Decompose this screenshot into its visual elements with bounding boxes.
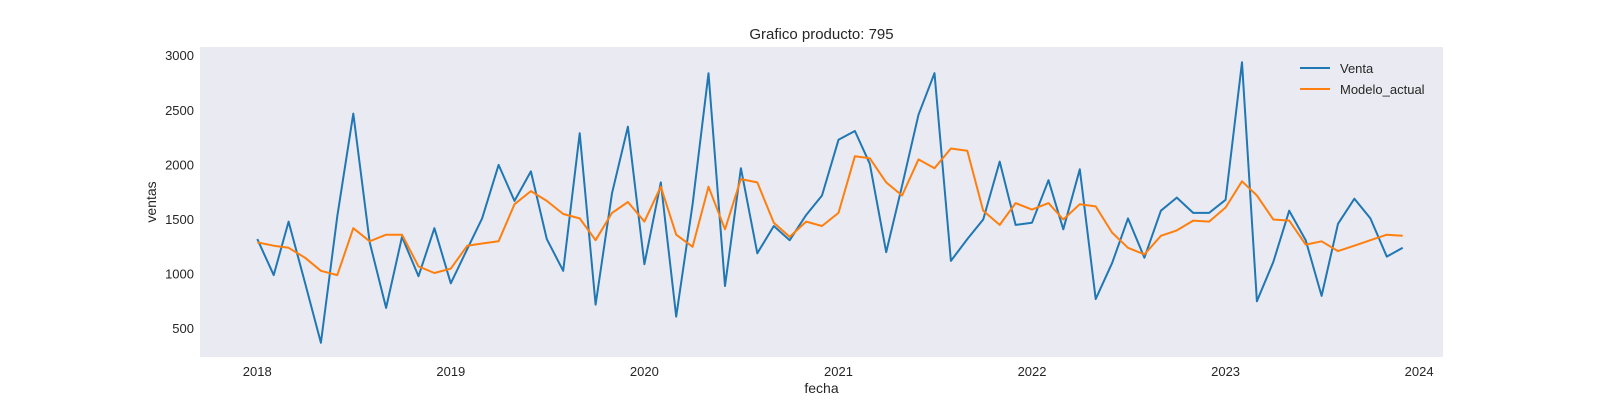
x-tick-label: 2022 (1018, 364, 1047, 379)
legend-label: Venta (1340, 61, 1374, 76)
y-tick-label: 1000 (165, 267, 194, 282)
x-tick-label: 2023 (1211, 364, 1240, 379)
series-group (256, 61, 1404, 344)
y-tick-label: 1500 (165, 212, 194, 227)
series-line-venta (256, 61, 1404, 344)
x-tick-label: 2018 (243, 364, 272, 379)
y-tick-label: 3000 (165, 48, 194, 63)
y-axis-label: ventas (143, 181, 159, 222)
x-tick-label: 2021 (824, 364, 853, 379)
plot-area (200, 47, 1443, 357)
x-tick-label: 2019 (436, 364, 465, 379)
y-tick-label: 2000 (165, 157, 194, 172)
y-tick-label: 500 (172, 321, 194, 336)
legend: Venta Modelo_actual (1300, 61, 1425, 97)
x-tick-label: 2024 (1405, 364, 1434, 379)
chart-title: Grafico producto: 795 (749, 26, 893, 43)
x-axis: 2018 2019 2020 2021 2022 2023 2024 (243, 364, 1434, 379)
series-line-modelo-actual (257, 147, 1403, 277)
legend-label: Modelo_actual (1340, 82, 1425, 97)
x-tick-label: 2020 (630, 364, 659, 379)
x-axis-label: fecha (804, 380, 838, 396)
y-axis: 500 1000 1500 2000 2500 3000 (165, 48, 194, 336)
y-tick-label: 2500 (165, 103, 194, 118)
